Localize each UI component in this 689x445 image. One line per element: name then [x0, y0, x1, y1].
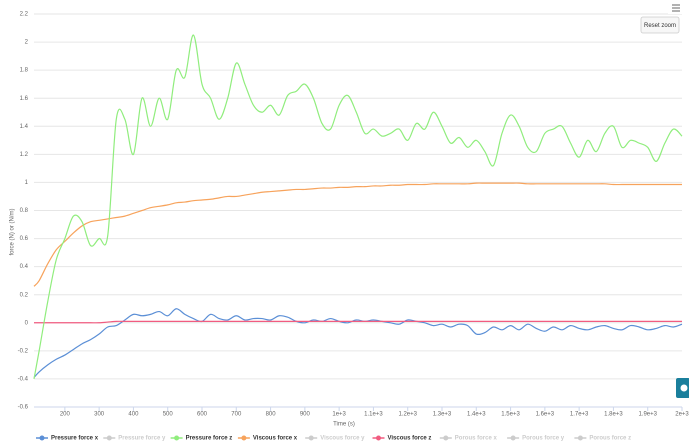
legend-symbol: [241, 435, 247, 441]
legend-symbol: [106, 435, 112, 441]
menu-button[interactable]: [668, 2, 684, 14]
legend-label[interactable]: Porous force y: [522, 436, 565, 442]
legend-label[interactable]: Pressure force z: [186, 436, 233, 442]
x-tick-label: 1.8e+3: [604, 412, 623, 418]
plot-area: -0.6 -0.4 -0.2 0 0.2 0.4 0.6 0.8 1 1.2 1.4 1.6 1.8 2 2…: [18, 12, 689, 418]
x-tick-label: 2e+3: [675, 412, 689, 418]
y-tick-label: -0.4: [18, 377, 29, 383]
y-tick-label: 1.6: [20, 96, 29, 102]
y-tick-label: 0.4: [20, 264, 29, 270]
chat-icon: [680, 384, 688, 392]
x-tick-label: 600: [197, 412, 208, 418]
legend-label[interactable]: Viscous force x: [253, 436, 298, 442]
y-tick-label: 0: [25, 320, 29, 326]
x-tick-label: 200: [60, 412, 71, 418]
legend-item[interactable]: Viscous force z: [372, 435, 432, 442]
x-tick-label: 1e+3: [332, 412, 346, 418]
legend-label[interactable]: Viscous force y: [320, 436, 365, 442]
legend-label[interactable]: Porous force z: [589, 436, 631, 442]
y-tick-label: 0.2: [20, 292, 29, 298]
x-tick-label: 1.7e+3: [570, 412, 589, 418]
y-axis-title: force (N) or (N/m): [10, 209, 16, 256]
x-tick-label: 500: [163, 412, 174, 418]
legend-label[interactable]: Viscous force z: [388, 436, 432, 442]
legend-symbol: [443, 435, 449, 441]
x-tick-label: 1.3e+3: [433, 412, 452, 418]
legend-item[interactable]: Pressure force z: [170, 435, 233, 442]
legend-label[interactable]: Pressure force x: [51, 436, 99, 442]
series-line: [33, 182, 682, 287]
y-tick-label: -0.2: [18, 348, 29, 354]
x-tick-label: 1.6e+3: [536, 412, 555, 418]
legend-symbol: [174, 435, 180, 441]
chat-button[interactable]: [676, 378, 689, 398]
x-tick-label: 1.1e+3: [364, 412, 383, 418]
series-line: [33, 34, 683, 380]
y-tick-label: 1: [25, 180, 29, 186]
x-axis-title: Time (s): [333, 422, 355, 428]
legend: Pressure force x Pressure force y Pressure…: [36, 435, 631, 442]
legend-item[interactable]: Pressure force y: [103, 435, 166, 442]
legend-symbol: [308, 435, 314, 441]
legend-item[interactable]: Pressure force x: [36, 435, 99, 442]
x-tick-label: 700: [231, 412, 242, 418]
x-tick-label: 1.2e+3: [398, 412, 417, 418]
y-tick-label: 2: [25, 40, 29, 46]
x-tick-label: 1.9e+3: [638, 412, 657, 418]
legend-item[interactable]: Viscous force y: [305, 435, 365, 442]
legend-symbol: [39, 435, 45, 441]
legend-label[interactable]: Porous force x: [455, 436, 498, 442]
x-tick-label: 400: [128, 412, 139, 418]
x-tick-label: 300: [94, 412, 105, 418]
reset-zoom-label[interactable]: Reset zoom: [644, 23, 676, 29]
legend-symbol: [376, 435, 381, 441]
legend-label[interactable]: Pressure force y: [118, 436, 166, 442]
legend-item[interactable]: Porous force z: [574, 435, 631, 442]
x-tick-label: 1.4e+3: [467, 412, 486, 418]
y-tick-label: 1.2: [20, 152, 29, 158]
y-tick-label: 2.2: [20, 12, 29, 18]
legend-item[interactable]: Viscous force x: [237, 435, 298, 442]
series-line: [33, 308, 683, 378]
reset-zoom-button[interactable]: Reset zoom: [640, 16, 680, 34]
reset-zoom-bg[interactable]: [640, 16, 680, 34]
legend-item[interactable]: Porous force x: [439, 435, 498, 442]
x-tick-label: 1.5e+3: [501, 412, 520, 418]
legend-item[interactable]: Porous force y: [507, 435, 565, 442]
legend-symbol: [510, 435, 516, 441]
x-tick-label: 900: [300, 412, 311, 418]
legend-symbol: [577, 435, 583, 441]
y-tick-label: -0.6: [18, 405, 29, 411]
x-tick-label: 800: [266, 412, 277, 418]
y-tick-label: 0.8: [20, 208, 29, 214]
y-tick-label: 0.6: [20, 236, 29, 242]
y-tick-label: 1.4: [20, 124, 29, 130]
series-line: [34, 320, 682, 324]
y-tick-label: 1.8: [20, 68, 29, 74]
